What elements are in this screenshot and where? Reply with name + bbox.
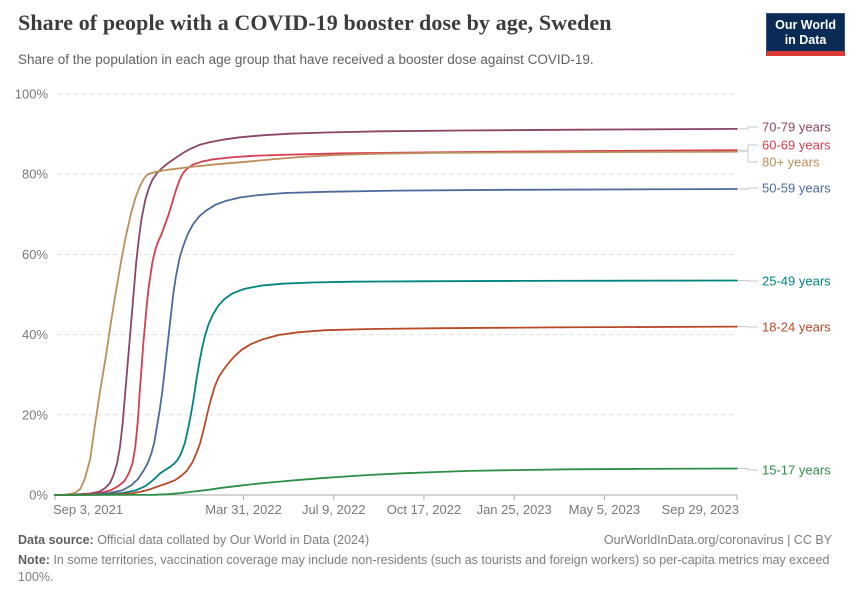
x-tick-label-sep-29-2023: Sep 29, 2023 bbox=[662, 502, 739, 517]
series-line-50-59-years[interactable] bbox=[54, 188, 738, 496]
y-tick-label-80: 80% bbox=[22, 167, 48, 182]
y-tick-label-40: 40% bbox=[22, 327, 48, 342]
data-source-label: Data source: bbox=[18, 533, 94, 547]
x-tick-label-jan-25-2023: Jan 25, 2023 bbox=[477, 502, 552, 517]
y-tick-label-20: 20% bbox=[22, 407, 48, 422]
legend-label-25-49-years[interactable]: 25-49 years bbox=[762, 274, 831, 289]
x-tick-label-oct-17-2022: Oct 17, 2022 bbox=[387, 502, 461, 517]
legend-connector-70-79-years bbox=[739, 126, 758, 130]
legend-connector-25-49-years bbox=[739, 280, 758, 282]
series-line-25-49-years[interactable] bbox=[54, 279, 738, 496]
attribution-link[interactable]: OurWorldInData.org/coronavirus | CC BY bbox=[603, 533, 832, 547]
owid-logo-line2: in Data bbox=[784, 32, 827, 47]
x-tick-label-mar-31-2022: Mar 31, 2022 bbox=[205, 502, 282, 517]
owid-logo: Our World in Data bbox=[766, 13, 845, 56]
y-tick-label-100: 100% bbox=[15, 87, 49, 102]
series-line-60-69-years[interactable] bbox=[54, 149, 738, 496]
line-chart-canvas: 0% 20% 40% 60% 80% 100% Sep 3, 2021 Mar 31, 202… bbox=[15, 87, 831, 518]
legend-label-80-years[interactable]: 80+ years bbox=[762, 155, 820, 170]
series-line-18-24-years[interactable] bbox=[54, 325, 738, 496]
footer-note-text: In some territories, vaccination coverag… bbox=[18, 552, 830, 584]
series-line-15-17-years[interactable] bbox=[54, 467, 738, 496]
footer-note: Note: In some territories, vaccination c… bbox=[18, 552, 832, 586]
legend-connector-80-years bbox=[739, 151, 758, 163]
legend-connector-15-17-years bbox=[739, 468, 758, 471]
data-source-text: Official data collated by Our World in D… bbox=[93, 533, 370, 547]
legend-connector-50-59-years bbox=[739, 187, 758, 190]
owid-logo-line1: Our World bbox=[775, 18, 836, 32]
legend-label-70-79-years[interactable]: 70-79 years bbox=[762, 120, 831, 135]
legend-label-15-17-years[interactable]: 15-17 years bbox=[762, 463, 831, 478]
chart-footer: Data source: Official data collated by O… bbox=[18, 532, 832, 586]
x-tick-label-sep-3-2021: Sep 3, 2021 bbox=[53, 502, 123, 517]
x-tick-label-jul-9-2022: Jul 9, 2022 bbox=[302, 502, 366, 517]
page-title: Share of people with a COVID-19 booster … bbox=[18, 10, 612, 35]
y-tick-label-60: 60% bbox=[22, 247, 48, 262]
series-line-70-79-years[interactable] bbox=[54, 127, 738, 496]
footer-note-label: Note: bbox=[18, 552, 50, 567]
series-line-80-years[interactable] bbox=[54, 150, 738, 496]
legend-label-50-59-years[interactable]: 50-59 years bbox=[762, 181, 831, 196]
legend-label-18-24-years[interactable]: 18-24 years bbox=[762, 320, 831, 335]
data-source: Data source: Official data collated by O… bbox=[18, 532, 369, 549]
chart-subtitle: Share of the population in each age grou… bbox=[18, 52, 594, 67]
legend-label-60-69-years[interactable]: 60-69 years bbox=[762, 138, 831, 153]
y-tick-label-0: 0% bbox=[29, 488, 48, 503]
x-tick-label-may-5-2023: May 5, 2023 bbox=[569, 502, 641, 517]
legend-connector-60-69-years bbox=[739, 144, 758, 151]
